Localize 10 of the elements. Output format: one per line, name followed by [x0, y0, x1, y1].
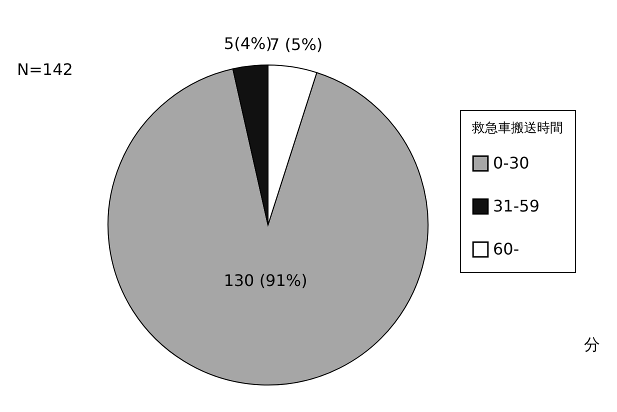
data-label: 130 (91%) [224, 270, 308, 290]
data-label: 7 (5%) [270, 35, 323, 54]
legend-label: 31-59 [493, 196, 540, 216]
data-label: 5(4%) [224, 34, 272, 54]
text: N=142 [17, 60, 73, 79]
legend-label: 60- [493, 240, 520, 258]
pie-slice [108, 68, 428, 386]
legend-label: 0-30 [493, 154, 530, 172]
text: 分 [584, 335, 600, 354]
legend-title: 救急車搬送時間 [471, 121, 563, 136]
